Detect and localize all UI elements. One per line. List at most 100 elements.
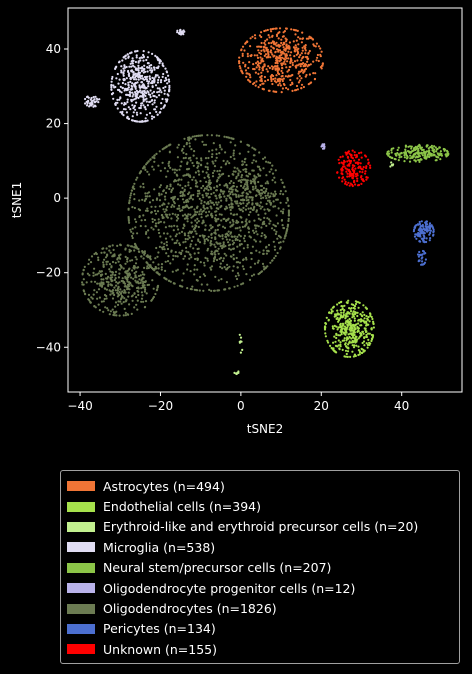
data-point [144,106,147,109]
data-point [219,206,222,209]
data-point [156,113,159,116]
data-point [219,262,222,265]
data-point [160,193,163,196]
data-point [396,148,399,152]
data-point [215,180,219,183]
data-point [277,31,280,35]
data-point [194,210,197,213]
data-point [439,150,442,153]
data-point [363,317,366,320]
data-point [291,73,294,77]
data-point [249,211,252,214]
data-point [240,70,243,73]
data-point [286,70,289,73]
data-point [189,206,192,209]
data-point [107,283,110,286]
data-point [347,169,350,172]
data-point [289,65,292,68]
data-point [265,224,268,227]
data-point [133,78,136,81]
data-point [143,306,146,309]
data-point [189,245,192,248]
data-point [166,98,169,101]
data-point [230,137,233,140]
data-point [391,156,394,159]
data-point [359,162,362,165]
data-point [346,319,349,322]
data-point [183,232,186,235]
data-point [93,280,97,283]
data-point [151,99,154,102]
data-point [390,149,393,152]
data-point [247,227,251,230]
data-point [392,147,395,150]
data-point [147,236,150,239]
data-point [143,64,146,67]
data-point [188,174,191,177]
data-point [262,66,265,69]
data-point [257,213,260,216]
data-point [260,31,263,34]
data-point [92,274,95,277]
data-point [200,213,203,216]
data-point [231,224,234,227]
data-point [134,279,137,282]
data-point [220,199,223,202]
data-point [131,206,134,209]
data-point [282,57,285,60]
data-point [233,157,236,160]
data-point [121,280,125,283]
data-point [186,238,189,241]
data-point [358,152,361,155]
data-point [81,272,84,275]
data-point [194,171,197,174]
data-point [417,223,420,226]
data-point [200,199,203,202]
data-point [333,324,336,327]
data-point [254,227,257,230]
data-point [235,189,238,192]
data-point [141,294,144,297]
data-point [199,134,202,137]
data-point [155,152,158,155]
data-point [271,34,274,37]
data-point [236,238,239,241]
data-point [156,210,160,213]
data-point [133,198,136,201]
data-point [425,220,428,223]
data-point [209,240,213,243]
data-point [163,79,166,82]
data-point [120,266,123,269]
data-point [201,140,204,143]
data-point [427,147,430,150]
data-point [156,66,159,70]
data-point [258,151,261,154]
data-point [281,87,284,90]
data-point [144,209,148,212]
data-point [210,268,213,271]
data-point [287,44,290,48]
data-point [340,315,343,318]
data-point [193,150,196,153]
data-point [296,48,299,51]
data-point [108,263,112,266]
data-point [232,257,235,260]
data-point [126,276,129,279]
data-point [239,194,243,197]
data-point [304,44,307,47]
data-point [301,31,304,34]
data-point [262,265,265,268]
data-point [334,344,338,347]
data-point [251,245,254,248]
data-point [324,322,327,325]
data-point [260,41,263,45]
data-point [270,30,273,33]
data-point [215,201,218,204]
data-point [130,284,133,287]
data-point [283,186,286,189]
data-point [120,65,123,68]
data-point [162,202,165,205]
data-point [304,67,308,70]
data-point [184,240,187,243]
data-point [432,228,435,231]
